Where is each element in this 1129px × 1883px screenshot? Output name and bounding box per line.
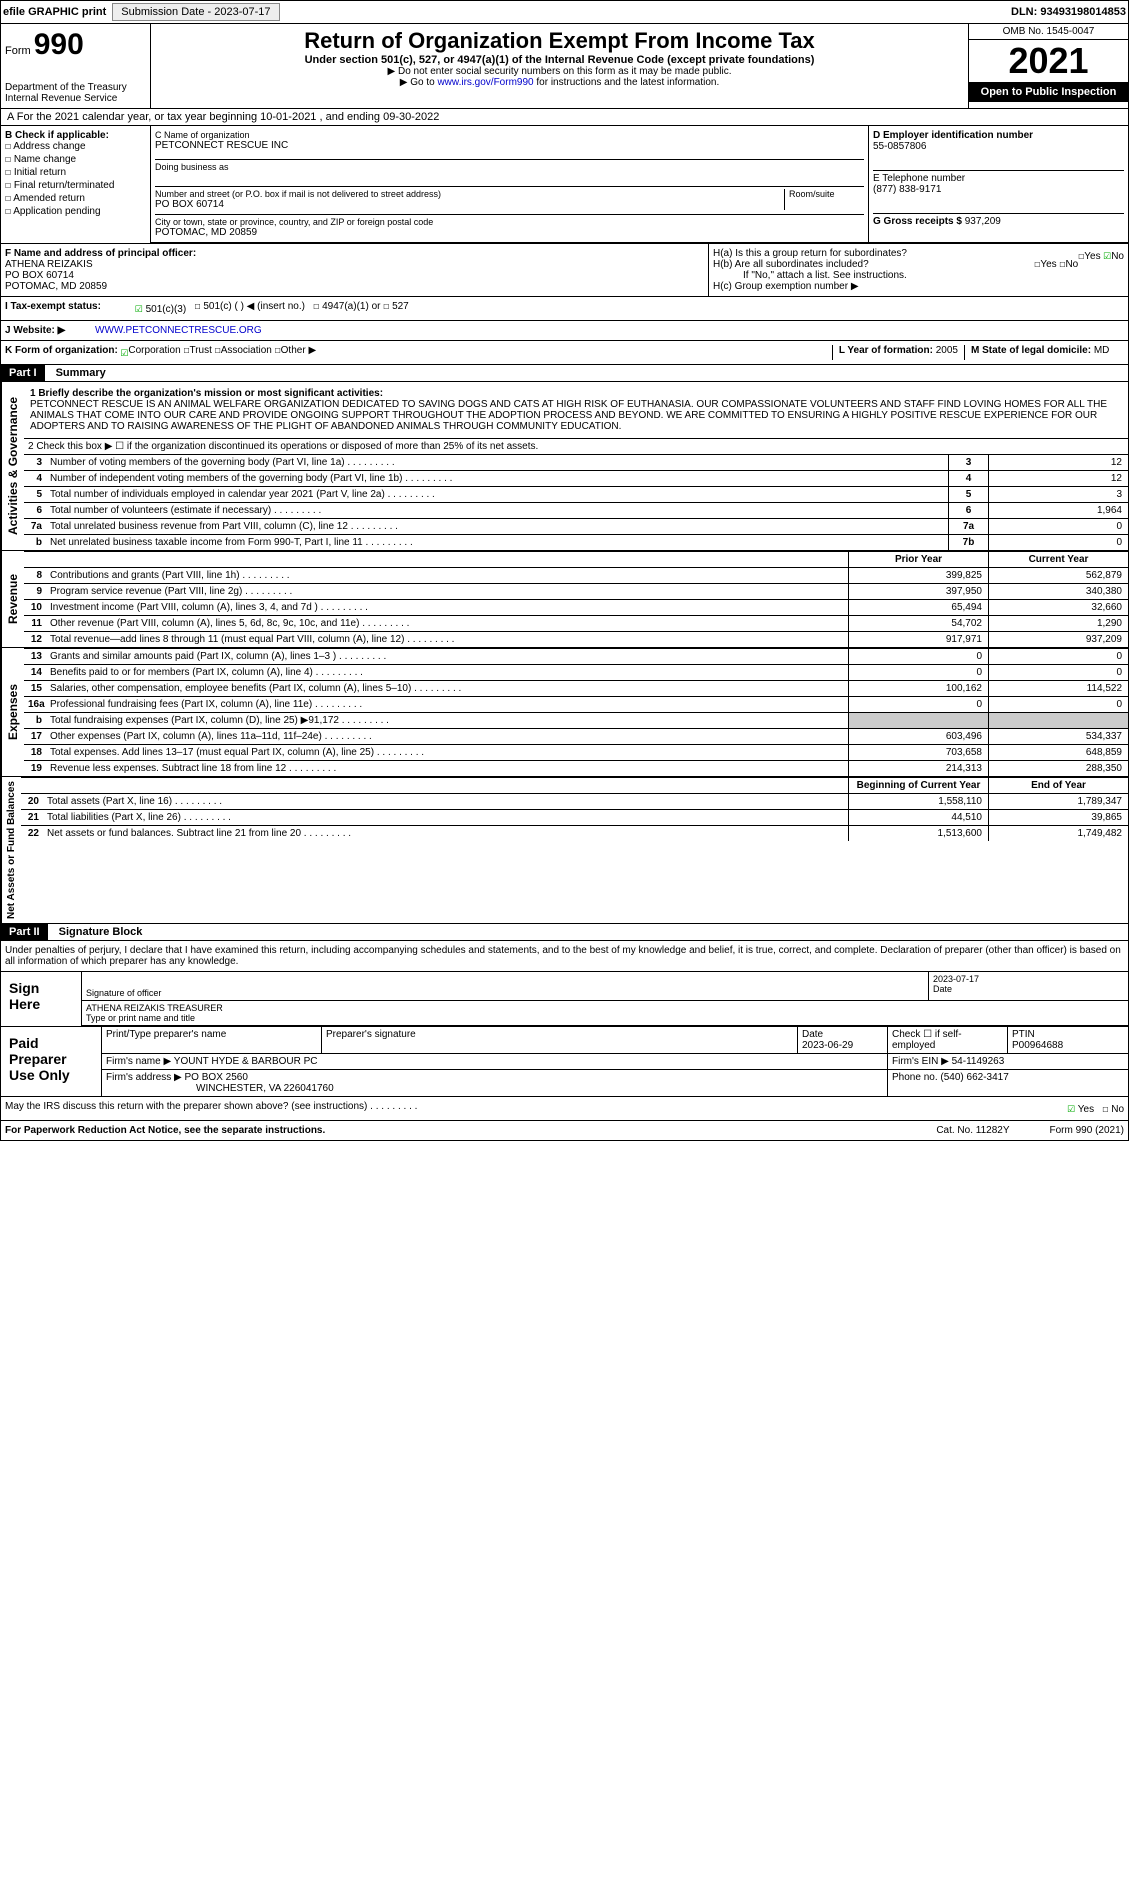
line-b: b Total fundraising expenses (Part IX, c… xyxy=(24,712,1128,728)
dln-label: DLN: 93493198014853 xyxy=(1011,6,1126,18)
form-subtitle: Under section 501(c), 527, or 4947(a)(1)… xyxy=(155,54,964,66)
state-domicile: MD xyxy=(1094,345,1110,356)
omb-number: OMB No. 1545-0047 xyxy=(969,24,1128,40)
firm-phone: (540) 662-3417 xyxy=(940,1072,1008,1083)
line-22: 22 Net assets or fund balances. Subtract… xyxy=(21,825,1128,841)
line-15: 15 Salaries, other compensation, employe… xyxy=(24,680,1128,696)
part1-netassets: Net Assets or Fund Balances Beginning of… xyxy=(0,777,1129,924)
phone-value: (877) 838-9171 xyxy=(873,184,1124,195)
line-16a: 16a Professional fundraising fees (Part … xyxy=(24,696,1128,712)
cb-501c3[interactable]: 501(c)(3) xyxy=(135,301,186,316)
footer-row: For Paperwork Reduction Act Notice, see … xyxy=(0,1121,1129,1141)
part2-header-row: Part II Signature Block xyxy=(0,924,1129,941)
line-11: 11 Other revenue (Part VIII, column (A),… xyxy=(24,615,1128,631)
ptin: P00964688 xyxy=(1012,1040,1124,1051)
line-6: 6 Total number of volunteers (estimate i… xyxy=(24,502,1128,518)
cb-address-change[interactable]: Address change xyxy=(5,141,146,152)
part1-revenue: Revenue Prior Year Current Year 8 Contri… xyxy=(0,551,1129,648)
line-14: 14 Benefits paid to or for members (Part… xyxy=(24,664,1128,680)
signer-name: ATHENA REIZAKIS TREASURER xyxy=(86,1003,1124,1013)
cb-amended[interactable]: Amended return xyxy=(5,193,146,204)
efile-label: efile GRAPHIC print xyxy=(3,6,106,18)
box-c-org: C Name of organization PETCONNECT RESCUE… xyxy=(151,126,868,242)
submission-button[interactable]: Submission Date - 2023-07-17 xyxy=(112,3,279,21)
part1-expenses: Expenses 13 Grants and similar amounts p… xyxy=(0,648,1129,777)
form-title: Return of Organization Exempt From Incom… xyxy=(155,28,964,54)
line-13: 13 Grants and similar amounts paid (Part… xyxy=(24,648,1128,664)
firm-name: YOUNT HYDE & BARBOUR PC xyxy=(174,1056,318,1067)
ein-value: 55-0857806 xyxy=(873,141,1124,152)
section-bcd: B Check if applicable: Address change Na… xyxy=(0,126,1129,244)
line-19: 19 Revenue less expenses. Subtract line … xyxy=(24,760,1128,776)
irs-discuss-row: May the IRS discuss this return with the… xyxy=(0,1097,1129,1121)
line-20: 20 Total assets (Part X, line 16) 1,558,… xyxy=(21,793,1128,809)
row-j-website: J Website: ▶ WWW.PETCONNECTRESCUE.ORG xyxy=(0,321,1129,341)
row-k-formorg: K Form of organization: Corporation Trus… xyxy=(0,341,1129,365)
cb-501c[interactable]: 501(c) ( ) ◀ (insert no.) xyxy=(195,301,305,316)
box-b-checkboxes: B Check if applicable: Address change Na… xyxy=(1,126,151,243)
line-3: 3 Number of voting members of the govern… xyxy=(24,454,1128,470)
line-4: 4 Number of independent voting members o… xyxy=(24,470,1128,486)
line-7a: 7a Total unrelated business revenue from… xyxy=(24,518,1128,534)
line-b: b Net unrelated business taxable income … xyxy=(24,534,1128,550)
dept-label: Department of the Treasury Internal Reve… xyxy=(5,82,146,104)
row-fgh: F Name and address of principal officer:… xyxy=(0,244,1129,297)
sig-date: 2023-07-17 xyxy=(933,974,1124,984)
cb-initial-return[interactable]: Initial return xyxy=(5,167,146,178)
form-number: 990 xyxy=(34,28,84,61)
signature-section: Under penalties of perjury, I declare th… xyxy=(0,941,1129,1027)
note-ssn: ▶ Do not enter social security numbers o… xyxy=(155,66,964,77)
gross-receipts: 937,209 xyxy=(965,216,1001,227)
tax-year: 2021 xyxy=(969,40,1128,82)
note-goto: ▶ Go to www.irs.gov/Form990 for instruct… xyxy=(155,77,964,88)
cb-name-change[interactable]: Name change xyxy=(5,154,146,165)
org-city: POTOMAC, MD 20859 xyxy=(155,227,864,238)
line-17: 17 Other expenses (Part IX, column (A), … xyxy=(24,728,1128,744)
cb-final-return[interactable]: Final return/terminated xyxy=(5,180,146,191)
part1-governance: Activities & Governance 1 Briefly descri… xyxy=(0,382,1129,551)
org-name: PETCONNECT RESCUE INC xyxy=(155,140,864,151)
form-header: Form 990 Department of the Treasury Inte… xyxy=(0,24,1129,109)
year-formation: 2005 xyxy=(936,345,958,356)
public-inspection: Open to Public Inspection xyxy=(969,82,1128,102)
line-8: 8 Contributions and grants (Part VIII, l… xyxy=(24,567,1128,583)
row-a-taxyear: A For the 2021 calendar year, or tax yea… xyxy=(0,109,1129,126)
form-prefix: Form xyxy=(5,45,31,57)
mission-text: PETCONNECT RESCUE IS AN ANIMAL WELFARE O… xyxy=(30,399,1122,432)
top-bar: efile GRAPHIC print Submission Date - 20… xyxy=(0,0,1129,24)
part1-header-row: Part I Summary xyxy=(0,365,1129,382)
line-18: 18 Total expenses. Add lines 13–17 (must… xyxy=(24,744,1128,760)
firm-ein: 54-1149263 xyxy=(952,1056,1005,1067)
paid-preparer: Paid Preparer Use Only Print/Type prepar… xyxy=(0,1027,1129,1097)
cb-application-pending[interactable]: Application pending xyxy=(5,206,146,217)
line-5: 5 Total number of individuals employed i… xyxy=(24,486,1128,502)
line-21: 21 Total liabilities (Part X, line 26) 4… xyxy=(21,809,1128,825)
officer-name: ATHENA REIZAKIS xyxy=(5,259,704,270)
box-d-ein: D Employer identification number 55-0857… xyxy=(868,126,1128,242)
irs-link[interactable]: www.irs.gov/Form990 xyxy=(437,77,533,88)
org-street: PO BOX 60714 xyxy=(155,199,784,210)
line-12: 12 Total revenue—add lines 8 through 11 … xyxy=(24,631,1128,647)
cb-4947[interactable]: 4947(a)(1) or xyxy=(313,301,380,316)
website-link[interactable]: WWW.PETCONNECTRESCUE.ORG xyxy=(95,325,262,336)
line-10: 10 Investment income (Part VIII, column … xyxy=(24,599,1128,615)
cb-527[interactable]: 527 xyxy=(383,301,409,316)
line-9: 9 Program service revenue (Part VIII, li… xyxy=(24,583,1128,599)
row-i-status: I Tax-exempt status: 501(c)(3) 501(c) ( … xyxy=(0,297,1129,321)
